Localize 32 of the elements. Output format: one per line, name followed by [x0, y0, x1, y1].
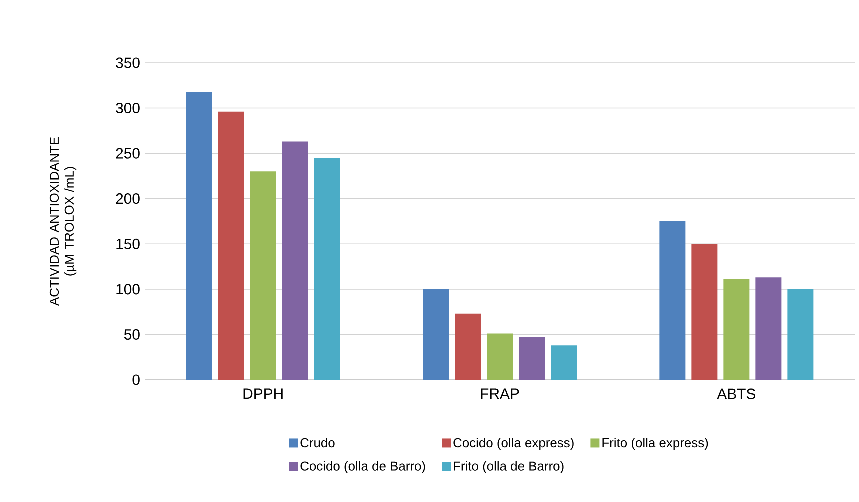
bar	[250, 172, 276, 380]
y-tick-label: 150	[116, 238, 140, 250]
bar	[692, 244, 718, 380]
bar	[756, 278, 782, 380]
y-tick-label: 250	[116, 148, 140, 159]
legend-label: Frito (olla express)	[602, 438, 708, 450]
bar	[487, 334, 514, 380]
bar	[423, 289, 450, 380]
y-tick-label: 300	[116, 102, 140, 114]
y-tick-label: 200	[116, 194, 140, 204]
bar	[519, 337, 546, 380]
x-tick-label: DPPH	[244, 388, 283, 400]
bar	[455, 314, 482, 380]
y-tick-label: 50	[124, 329, 140, 340]
y-tick-label: 0	[132, 374, 140, 386]
bar	[314, 158, 340, 380]
bar	[282, 142, 308, 380]
bar	[218, 112, 244, 380]
legend-label: Frito (olla de Barro)	[454, 461, 564, 474]
x-tick-label: FRAP	[481, 388, 520, 400]
legend-label: Cocido (olla express)	[454, 438, 574, 450]
legend-label: Crudo	[300, 438, 335, 448]
bar	[788, 289, 814, 380]
bar	[186, 92, 212, 380]
bar	[660, 221, 686, 380]
legend-label: Cocido (olla de Barro)	[300, 461, 426, 474]
y-tick-label: 350	[116, 58, 140, 68]
y-axis-title: ACTIVIDAD ANTIOXIDANTE (µM TROLOX /mL)	[50, 137, 77, 306]
y-tick-label: 100	[116, 284, 140, 295]
bar	[724, 279, 750, 380]
bar	[551, 346, 578, 380]
x-tick-label: ABTS	[717, 388, 756, 400]
